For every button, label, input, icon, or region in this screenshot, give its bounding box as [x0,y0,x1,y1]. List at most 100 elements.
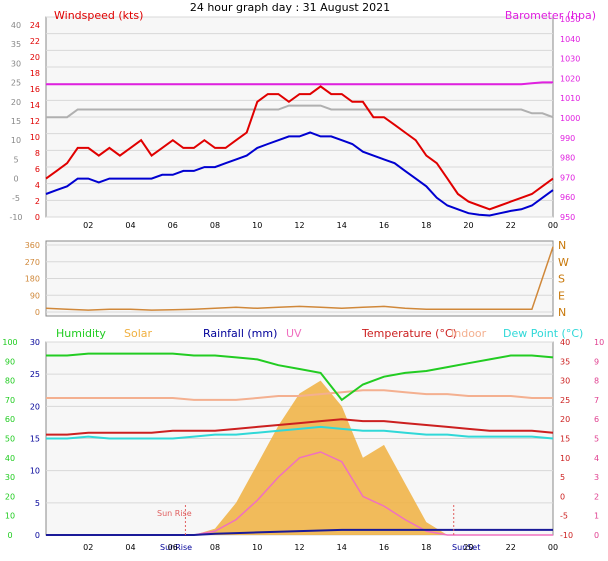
uv-tick-label: 7 [594,396,599,405]
humidity-tick-label: 90 [5,357,15,366]
legend-entry: Temperature (°C) [361,327,457,340]
wind-x-tick-label: 04 [125,221,135,230]
multi-x-tick-label: 06 [168,543,178,552]
far-left-tick-label: 25 [11,79,21,88]
barometer-tick-label: 1020 [560,74,580,83]
uv-tick-label: 8 [594,377,599,386]
wind-x-ticks: 02 04 06 08 10 12 14 16 18 20 22 00 [83,221,558,230]
uv-tick-label: 10 [594,338,604,347]
far-left-tick-label: 30 [11,59,21,68]
compass-label: E [558,289,565,302]
windspeed-tick-label: 24 [30,21,40,30]
rainfall-tick-label: 20 [30,402,40,411]
compass-label: N [558,239,566,252]
compass-label: W [558,256,569,269]
direction-grid [46,244,553,313]
barometer-tick-label: 1030 [560,55,580,64]
page-title: 24 hour graph day : 31 August 2021 [190,1,390,14]
temperature-tick-label: 5 [560,473,565,482]
humidity-tick-label: 100 [2,338,17,347]
multi-x-tick-label: 20 [463,543,473,552]
multi-x-tick-label: 16 [379,543,389,552]
sun-markers: Sun Rise SunRise SunSet [157,505,480,552]
direction-tick-label: 180 [25,275,40,284]
dewpoint-line [46,425,554,440]
humidity-tick-label: 20 [5,492,15,501]
uv-tick-label: 6 [594,415,599,424]
legend: Humidity Solar Rainfall (mm) UV Temperature … [56,327,583,340]
far-left-tick-label: 5 [13,155,18,164]
rainfall-tick-label: 0 [35,531,40,540]
wind-x-tick-label: 20 [463,221,473,230]
barometer-tick-label: 960 [560,193,575,202]
wind-grid [46,16,553,218]
humidity-tick-label: 60 [5,415,15,424]
multi-x-tick-label: 08 [210,543,220,552]
windspeed-tick-label: 2 [35,197,40,206]
windspeed-tick-label: 10 [30,133,40,142]
wind-x-tick-label: 06 [168,221,178,230]
barometer-tick-label: 970 [560,173,575,182]
direction-line [45,246,554,311]
uv-tick-label: 5 [594,435,599,444]
far-left-tick-label: -10 [9,213,22,222]
wind-x-tick-label: 10 [252,221,262,230]
uv-tick-label: 1 [594,512,599,521]
humidity-tick-label: 70 [5,396,15,405]
multi-x-ticks: 02 04 06 08 10 12 14 16 18 20 22 00 [83,543,558,552]
humidity-tick-label: 10 [5,512,15,521]
windspeed-tick-label: 18 [30,69,40,78]
temperature-tick-label: 0 [560,492,565,501]
windspeed-tick-label: 16 [30,85,40,94]
direction-tick-label: 0 [35,308,40,317]
windspeed-tick-label: 22 [30,37,40,46]
legend-entry: Humidity [56,327,106,340]
wind-panel: Windspeed (kts) Barometer (hpa) 40353025… [9,9,596,230]
windspeed-tick-label: 12 [30,117,40,126]
temperature-ticks: 40 35 30 25 20 15 10 5 0 -5 -10 [560,338,573,540]
multi-panel: Humidity Solar Rainfall (mm) UV Temperature … [2,327,604,552]
rainfall-ticks: 30 25 20 15 10 5 0 [30,338,40,540]
temperature-tick-label: -10 [560,531,573,540]
legend-entry: Solar [124,327,153,340]
legend-entry: Dew Point (°C) [503,327,583,340]
rainfall-tick-label: 10 [30,467,40,476]
legend-entry: UV [286,327,302,340]
grey-series-line [46,104,554,119]
windspeed-tick-label: 14 [30,101,40,110]
multi-x-tick-label: 10 [252,543,262,552]
wind-x-tick-label: 00 [548,221,558,230]
far-left-tick-label: 15 [11,117,21,126]
uv-tick-label: 9 [594,357,599,366]
multi-x-tick-label: 00 [548,543,558,552]
temperature-tick-label: 35 [560,357,570,366]
direction-tick-label: 360 [25,241,40,250]
humidity-tick-label: 50 [5,435,15,444]
legend-entry: Indoor [451,327,487,340]
barometer-line [46,81,553,86]
wind-x-tick-label: 12 [294,221,304,230]
wind-x-tick-label: 08 [210,221,220,230]
barometer-tick-label: 1000 [560,114,580,123]
barometer-tick-label: 1050 [560,15,580,24]
sunset-axis-annotation: SunSet [452,543,480,552]
temperature-tick-label: 15 [560,435,570,444]
temperature-tick-label: 25 [560,396,570,405]
windspeed-tick-label: 8 [35,149,40,158]
uv-tick-label: 3 [594,473,599,482]
far-left-tick-label: 35 [11,40,21,49]
uv-tick-label: 0 [594,531,599,540]
uv-tick-label: 2 [594,492,599,501]
windspeed-tick-label: 20 [30,53,40,62]
barometer-tick-label: 990 [560,134,575,143]
wind-x-tick-label: 02 [83,221,93,230]
far-left-tick-label: 40 [11,21,21,30]
barometer-tick-label: 1010 [560,94,580,103]
wind-x-tick-label: 16 [379,221,389,230]
